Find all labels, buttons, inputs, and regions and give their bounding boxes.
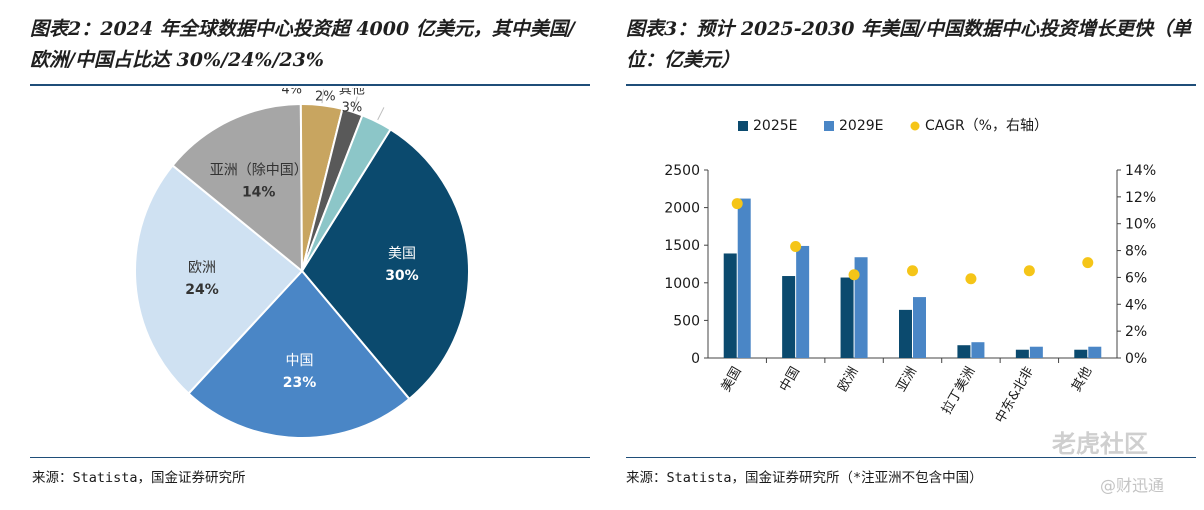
cagr-point xyxy=(965,273,977,285)
pie-value-label: 23% xyxy=(283,375,317,391)
x-tick-label: 其他 xyxy=(1069,365,1095,395)
left-source: 来源：Statista，国金证券研究所 xyxy=(32,470,246,486)
legend-label: 2029E xyxy=(839,118,883,134)
left-tick-label: 1500 xyxy=(664,238,700,254)
right-chart-title: 图表3：预计 2025-2030 年美国/中国数据中心投资增长更快（单位：亿美元… xyxy=(626,18,1192,71)
pie-value-label: 4% xyxy=(281,88,302,97)
pie-slice xyxy=(300,128,470,401)
pie-label: 其他 xyxy=(339,88,365,97)
pie-value-label: 14% xyxy=(242,185,276,201)
legend-swatch xyxy=(738,121,748,131)
pie-chart: 美国30%中国23%欧洲24%亚洲（除中国）14%拉丁美洲4%中东&北非2%其他… xyxy=(134,88,470,439)
right-panel: 图表3：预计 2025-2030 年美国/中国数据中心投资增长更快（单位：亿美元… xyxy=(612,0,1204,510)
bar xyxy=(796,245,810,358)
bar xyxy=(1029,346,1043,358)
bar-chart: 2025E 2029E CAGR（%，右轴） 0 500 1000 1500 2000 2500… xyxy=(664,118,1156,426)
right-source: 来源：Statista，国金证券研究所（*注亚洲不包含中国） xyxy=(626,470,983,486)
right-tick-label: 10% xyxy=(1125,217,1156,233)
pie-label: 亚洲（除中国） xyxy=(210,163,308,179)
cagr-point xyxy=(1082,257,1094,269)
legend-label: CAGR（%，右轴） xyxy=(925,118,1048,134)
chart-legend: 2025E 2029E CAGR（%，右轴） xyxy=(738,118,1048,134)
pie-label: 中国 xyxy=(286,353,314,369)
pie-label: 欧洲 xyxy=(188,260,216,276)
right-source-rule xyxy=(626,457,1196,458)
pie-slice xyxy=(301,114,392,272)
cagr-point xyxy=(848,269,860,281)
left-panel: 图表2：2024 年全球数据中心投资超 4000 亿美元，其中美国/欧洲/中国占… xyxy=(0,0,590,510)
left-chart-title: 图表2：2024 年全球数据中心投资超 4000 亿美元，其中美国/欧洲/中国占… xyxy=(30,18,575,71)
cagr-point xyxy=(1023,265,1035,277)
pie-leader-line xyxy=(321,89,325,104)
right-tick-label: 12% xyxy=(1125,190,1156,206)
right-title-rule xyxy=(626,84,1196,86)
legend-marker xyxy=(910,121,920,131)
left-tick-label: 2000 xyxy=(664,201,700,217)
pie-slice xyxy=(171,102,304,274)
pie-slice xyxy=(187,269,411,439)
watermark-handle: @财迅通 xyxy=(1100,476,1165,495)
left-title-rule xyxy=(30,84,590,86)
x-tick-label: 亚洲 xyxy=(894,365,920,395)
bar xyxy=(723,253,737,358)
left-source-rule xyxy=(30,457,590,458)
left-tick-label: 500 xyxy=(673,313,700,329)
left-tick-label: 0 xyxy=(691,351,700,367)
bar xyxy=(737,198,751,358)
x-tick-label: 拉丁美洲 xyxy=(939,365,978,418)
right-tick-label: 14% xyxy=(1125,163,1156,179)
left-tick-label: 2500 xyxy=(664,163,700,179)
bar xyxy=(913,297,926,358)
bar xyxy=(840,277,854,358)
pie-value-label: 2% xyxy=(315,90,336,105)
watermark-brand: 老虎社区 xyxy=(1052,430,1148,458)
right-tick-label: 4% xyxy=(1125,297,1147,313)
bar xyxy=(782,276,796,358)
x-tick-label: 美国 xyxy=(719,365,745,395)
bar xyxy=(957,345,971,358)
left-tick-label: 1000 xyxy=(664,276,700,292)
right-tick-label: 6% xyxy=(1125,270,1147,286)
bar xyxy=(854,257,868,358)
bar xyxy=(1074,349,1088,358)
right-tick-label: 2% xyxy=(1125,324,1147,340)
pie-slice xyxy=(134,164,304,395)
legend-label: 2025E xyxy=(753,118,797,134)
pie-leader-line xyxy=(352,96,358,111)
pie-label: 美国 xyxy=(388,246,416,262)
x-tick-label: 中东&北非 xyxy=(993,365,1037,426)
x-tick-label: 欧洲 xyxy=(836,365,862,395)
legend-swatch xyxy=(824,121,834,131)
pie-value-label: 24% xyxy=(185,282,219,298)
right-tick-label: 0% xyxy=(1125,351,1147,367)
x-tick-label: 中国 xyxy=(777,365,803,395)
pie-value-label: 3% xyxy=(342,100,363,115)
cagr-point xyxy=(790,241,802,253)
bar xyxy=(899,309,912,358)
cagr-point xyxy=(907,265,918,277)
bar xyxy=(1015,349,1029,358)
pie-value-label: 30% xyxy=(385,268,419,284)
bar xyxy=(1088,346,1102,358)
right-tick-label: 8% xyxy=(1125,244,1147,260)
cagr-point xyxy=(731,198,743,210)
pie-leader-line xyxy=(377,107,385,121)
bar xyxy=(971,342,985,358)
